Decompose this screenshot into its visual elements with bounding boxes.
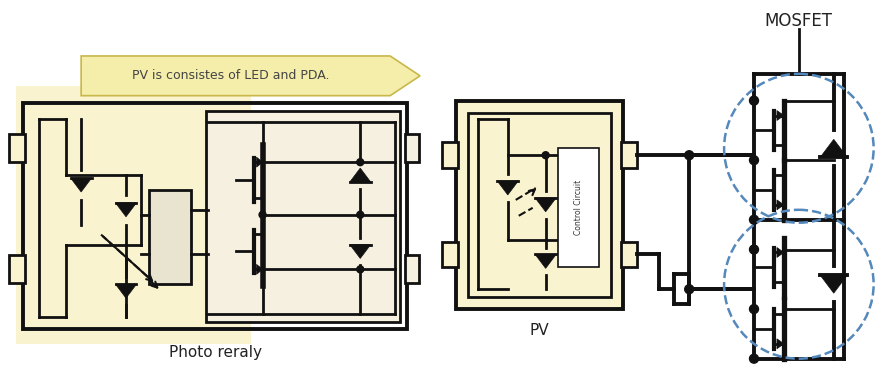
Polygon shape (350, 245, 371, 258)
Bar (206, 111, 400, 322)
Bar (558, 148, 600, 268)
Polygon shape (350, 168, 371, 182)
Circle shape (750, 156, 759, 165)
Circle shape (542, 152, 549, 159)
Polygon shape (71, 178, 91, 192)
Text: PV is consistes of LED and PDA.: PV is consistes of LED and PDA. (132, 69, 330, 82)
Bar (456, 101, 624, 309)
Circle shape (259, 211, 266, 218)
Polygon shape (535, 198, 556, 212)
Circle shape (357, 211, 364, 218)
Bar (10, 255, 25, 283)
Circle shape (750, 215, 759, 224)
Polygon shape (820, 139, 847, 157)
Polygon shape (82, 56, 420, 96)
Bar (149, 190, 191, 284)
Text: MOSFET: MOSFET (765, 12, 833, 30)
Bar (24, 103, 407, 329)
Bar (405, 255, 419, 283)
Bar (24, 103, 220, 329)
Polygon shape (116, 284, 137, 298)
Text: Control Circuit: Control Circuit (574, 180, 583, 235)
Circle shape (357, 266, 364, 273)
Text: PV: PV (530, 323, 550, 338)
Bar (10, 134, 25, 162)
Polygon shape (777, 111, 784, 121)
Circle shape (750, 245, 759, 254)
Polygon shape (820, 275, 847, 293)
Circle shape (750, 354, 759, 363)
Circle shape (357, 159, 364, 166)
Bar (468, 113, 611, 297)
Bar (405, 134, 419, 162)
Polygon shape (497, 181, 518, 195)
Polygon shape (777, 248, 784, 258)
Polygon shape (116, 203, 137, 217)
Circle shape (685, 151, 694, 160)
Bar (442, 242, 458, 268)
Circle shape (750, 96, 759, 105)
Polygon shape (17, 86, 251, 344)
Text: Photo reraly: Photo reraly (169, 345, 262, 360)
Polygon shape (257, 157, 262, 167)
Polygon shape (257, 265, 262, 274)
Polygon shape (777, 339, 784, 349)
Polygon shape (535, 255, 556, 268)
Circle shape (750, 304, 759, 314)
Bar (442, 142, 458, 168)
Bar (456, 101, 624, 309)
Bar (622, 242, 638, 268)
Bar (622, 142, 638, 168)
Circle shape (685, 285, 694, 294)
Polygon shape (777, 200, 784, 210)
